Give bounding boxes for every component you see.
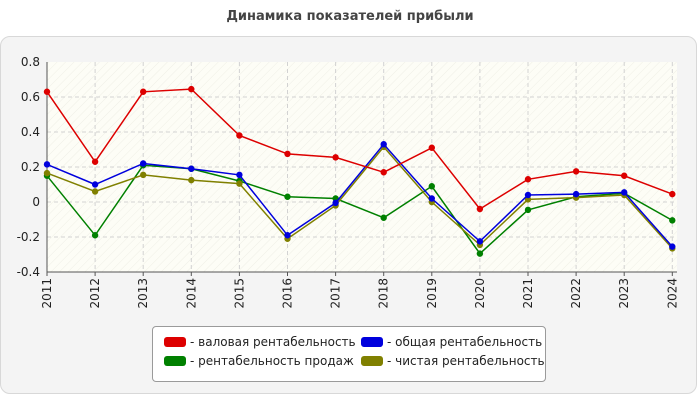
legend: - валовая рентабельность - рентабельност… (152, 326, 546, 382)
series-line-net (46, 145, 673, 249)
y-tick-label: 0.8 (21, 55, 40, 69)
data-point-net (236, 180, 243, 187)
data-point-gross (524, 176, 532, 183)
y-tick-label: 0.6 (21, 90, 40, 104)
data-point-gross (669, 190, 676, 198)
data-point-total (332, 199, 339, 207)
data-point-total (476, 238, 484, 245)
x-tick-labels: 2011 2012 2013 2014 2015 2016 2017 2018 2019 2020… (40, 278, 679, 309)
data-point-net (188, 176, 195, 184)
y-tick-label: 0.2 (21, 160, 40, 174)
data-point-gross (572, 168, 580, 175)
legend-swatch-net (361, 356, 383, 366)
data-point-gross (140, 88, 147, 95)
x-tick-label: 2021 (521, 278, 535, 309)
data-point-sales (91, 232, 99, 239)
data-point-gross (476, 205, 484, 213)
data-point-gross (428, 144, 435, 151)
series (43, 85, 676, 257)
data-point-total (236, 171, 243, 179)
data-point-sales (428, 183, 435, 190)
data-point-gross (188, 85, 195, 93)
y-tick-label: 0.4 (21, 125, 40, 139)
data-point-net (91, 188, 99, 195)
legend-swatch-total (361, 337, 383, 347)
legend-swatch-sales (164, 356, 186, 366)
x-tick-label: 2017 (329, 278, 343, 309)
x-tick-label: 2023 (617, 278, 631, 309)
y-tick-label: -0.4 (17, 265, 40, 279)
data-point-gross (380, 169, 387, 176)
y-tick-label: 0 (32, 195, 40, 209)
data-point-gross (43, 88, 51, 95)
legend-item-gross: - валовая рентабельность (164, 335, 356, 349)
legend-label-total: - общая рентабельность (387, 335, 543, 349)
data-point-total (43, 161, 51, 168)
series-line-sales (46, 164, 673, 255)
x-tick-label: 2011 (40, 278, 54, 309)
data-point-net (140, 171, 147, 179)
data-point-total (428, 195, 435, 202)
y-tick-label: -0.2 (17, 230, 40, 244)
legend-item-sales: - рентабельность продаж (164, 354, 354, 368)
x-tick-label: 2020 (473, 278, 487, 309)
legend-item-total: - общая рентабельность (361, 335, 542, 349)
data-point-gross (332, 154, 339, 161)
x-tick-label: 2018 (377, 278, 391, 309)
data-point-total (284, 232, 291, 239)
data-point-sales (284, 193, 291, 200)
x-tick-label: 2012 (88, 278, 102, 309)
legend-item-net: - чистая рентабельность (361, 354, 545, 368)
series-line-total (46, 143, 673, 248)
data-point-sales (669, 217, 676, 224)
data-point-total (188, 165, 195, 172)
data-point-total (621, 189, 628, 196)
data-point-gross (621, 172, 628, 179)
legend-label-net: - чистая рентабельность (387, 354, 545, 368)
data-point-sales (380, 214, 387, 221)
data-point-total (669, 243, 676, 250)
y-tick-labels: 0.8 0.6 0.4 0.2 0 -0.2 -0.4 (17, 55, 40, 279)
x-tick-label: 2019 (425, 278, 439, 309)
data-point-sales (476, 250, 484, 257)
legend-swatch-gross (164, 337, 186, 347)
data-point-gross (91, 158, 99, 165)
x-tick-label: 2015 (232, 278, 246, 309)
data-point-gross (284, 150, 291, 158)
legend-label-gross: - валовая рентабельность (190, 335, 356, 349)
data-point-total (140, 160, 147, 167)
data-point-net (524, 196, 532, 203)
data-point-total (91, 181, 99, 188)
x-tick-label: 2022 (569, 278, 583, 309)
data-point-net (43, 169, 51, 177)
data-point-total (572, 190, 580, 198)
x-tick-label: 2014 (184, 278, 198, 309)
chart-title: Динамика показателей прибыли (226, 9, 474, 24)
x-tick-label: 2013 (136, 278, 150, 309)
x-tick-label: 2024 (665, 278, 679, 309)
data-point-total (524, 191, 532, 199)
legend-label-sales: - рентабельность продаж (190, 354, 354, 368)
data-point-gross (236, 132, 243, 139)
data-point-sales (524, 206, 532, 214)
data-point-total (380, 141, 387, 148)
x-tick-label: 2016 (281, 278, 295, 309)
series-line-gross (46, 88, 673, 210)
